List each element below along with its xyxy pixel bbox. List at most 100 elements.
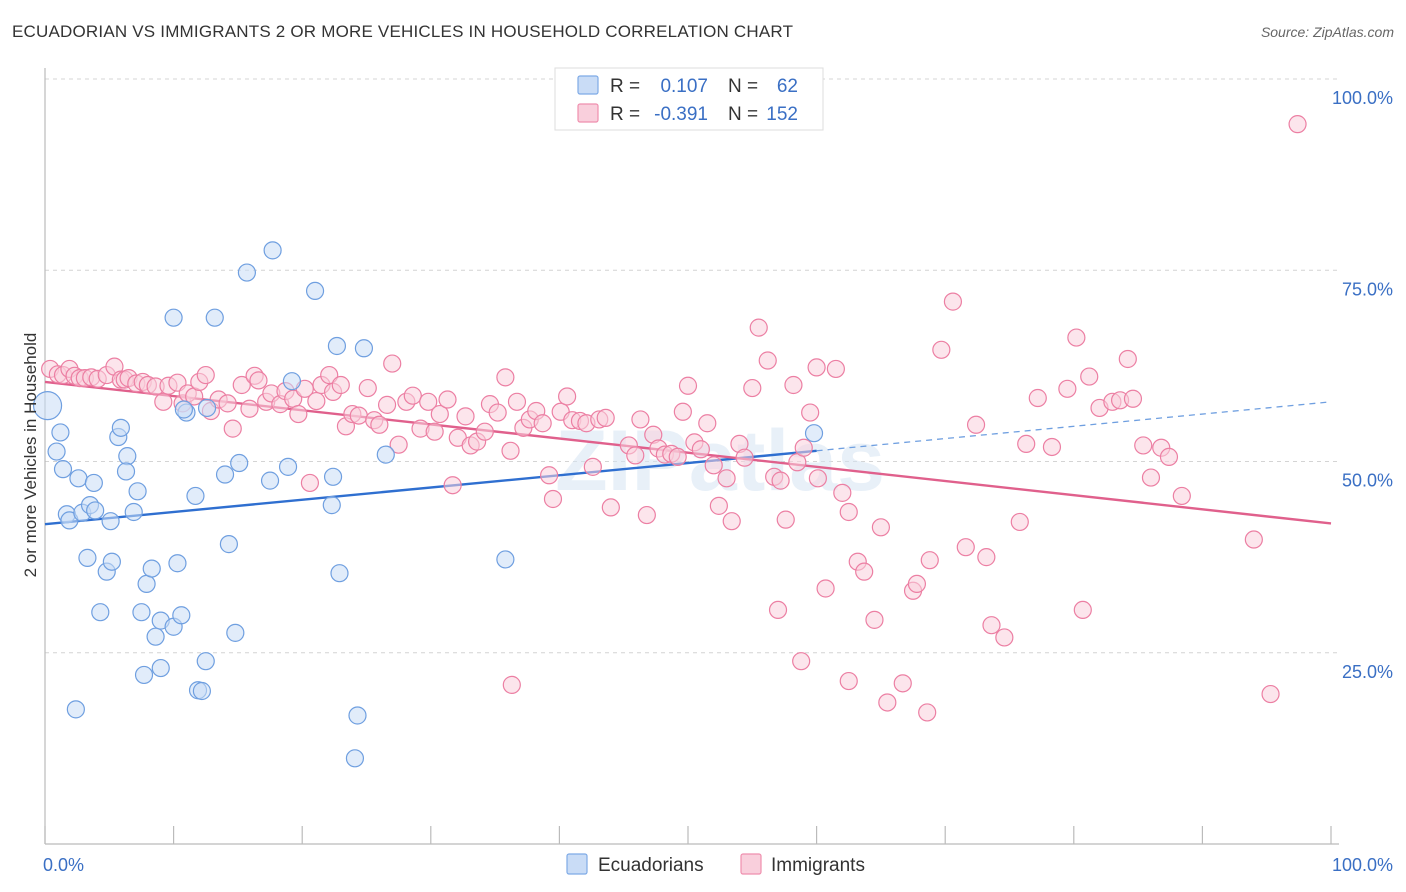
point-immigrants (240, 399, 259, 418)
x-tick-labels: 0.0% 100.0% (43, 855, 1393, 875)
point-immigrants (596, 408, 615, 427)
point-immigrants (794, 438, 813, 457)
point-immigrants (966, 415, 986, 434)
point-ecuadorians (278, 457, 298, 476)
x-tick-label: 0.0% (43, 855, 84, 875)
point-immigrants (289, 404, 308, 424)
point-immigrants (907, 574, 927, 594)
point-immigrants (1073, 600, 1092, 620)
y-tick-labels: 25.0% 50.0% 75.0% 100.0% (1332, 88, 1393, 682)
chart-title: ECUADORIAN VS IMMIGRANTS 2 OR MORE VEHIC… (12, 22, 794, 41)
point-ecuadorians (282, 372, 302, 391)
point-ecuadorians (132, 603, 151, 622)
point-ecuadorians (263, 241, 282, 260)
point-immigrants (583, 457, 602, 476)
point-ecuadorians (32, 391, 63, 421)
point-immigrants (1288, 115, 1307, 134)
point-immigrants (704, 456, 723, 475)
point-immigrants (792, 652, 811, 671)
legend-n-value: 152 (766, 104, 798, 125)
y-tick-label: 50.0% (1342, 471, 1393, 491)
point-ecuadorians (164, 308, 183, 327)
point-immigrants (218, 394, 237, 413)
point-immigrants (475, 422, 494, 441)
point-immigrants (154, 392, 173, 411)
point-ecuadorians (186, 486, 205, 506)
point-immigrants (698, 414, 717, 433)
point-ecuadorians (124, 502, 143, 522)
point-ecuadorians (230, 453, 249, 473)
point-immigrants (865, 610, 884, 629)
point-immigrants (871, 518, 891, 537)
point-immigrants (855, 562, 874, 581)
y-axis-label: 2 or more Vehicles in Household (21, 333, 40, 578)
point-immigrants (1010, 512, 1029, 532)
point-immigrants (383, 354, 402, 373)
point-ecuadorians (226, 623, 245, 642)
point-immigrants (370, 415, 389, 434)
point-immigrants (223, 419, 242, 438)
point-immigrants (358, 378, 377, 398)
point-ecuadorians (69, 469, 88, 488)
point-immigrants (691, 440, 710, 459)
point-immigrants (668, 447, 687, 467)
point-immigrants (1042, 437, 1062, 457)
legend-n-label: N = (728, 76, 758, 97)
point-immigrants (601, 498, 620, 517)
point-immigrants (735, 448, 754, 467)
source-credit: Source: ZipAtlas.com (1260, 24, 1394, 40)
trend-line-ecuadorians (44, 449, 817, 526)
point-immigrants (320, 365, 339, 385)
point-immigrants (443, 476, 462, 495)
grid-lines (45, 78, 1341, 654)
point-immigrants (758, 351, 777, 370)
point-ecuadorians (142, 559, 161, 578)
point-immigrants (709, 496, 728, 515)
point-immigrants (558, 387, 577, 406)
point-immigrants (801, 403, 820, 422)
point-immigrants (496, 368, 515, 387)
point-ecuadorians (137, 574, 156, 594)
point-immigrants (932, 340, 951, 359)
point-immigrants (743, 378, 762, 398)
point-ecuadorians (215, 465, 235, 484)
point-ecuadorians (66, 700, 85, 719)
point-ecuadorians (322, 496, 341, 515)
point-immigrants (673, 402, 692, 421)
point-immigrants (543, 489, 563, 509)
point-immigrants (807, 358, 826, 377)
legend-swatch-immigrants (577, 103, 599, 123)
point-immigrants (826, 359, 845, 379)
point-ecuadorians (327, 336, 347, 356)
point-ecuadorians (496, 550, 515, 569)
point-immigrants (403, 386, 422, 405)
point-ecuadorians (192, 681, 211, 701)
point-immigrants (540, 466, 559, 485)
point-immigrants (920, 551, 939, 570)
point-immigrants (1067, 328, 1086, 347)
point-ecuadorians (84, 473, 103, 493)
point-immigrants (389, 435, 408, 454)
point-ecuadorians (101, 512, 120, 531)
point-immigrants (1017, 434, 1036, 454)
point-immigrants (995, 628, 1014, 647)
point-ecuadorians (116, 462, 136, 481)
point-ecuadorians (345, 749, 365, 768)
legend-bottom-swatch-ecuadorians (566, 853, 588, 875)
point-ecuadorians (151, 658, 170, 678)
point-immigrants (1123, 389, 1143, 408)
point-immigrants (839, 671, 858, 691)
point-immigrants (1261, 684, 1280, 704)
point-immigrants (438, 390, 457, 409)
point-immigrants (982, 616, 1001, 635)
point-ecuadorians (86, 501, 105, 520)
point-immigrants (502, 675, 521, 694)
point-ecuadorians (237, 263, 257, 282)
point-immigrants (507, 392, 527, 411)
point-immigrants (1244, 530, 1263, 549)
legend-r-label: R = (610, 104, 640, 125)
point-immigrants (839, 502, 858, 522)
point-immigrants (977, 548, 996, 567)
point-immigrants (626, 446, 645, 465)
